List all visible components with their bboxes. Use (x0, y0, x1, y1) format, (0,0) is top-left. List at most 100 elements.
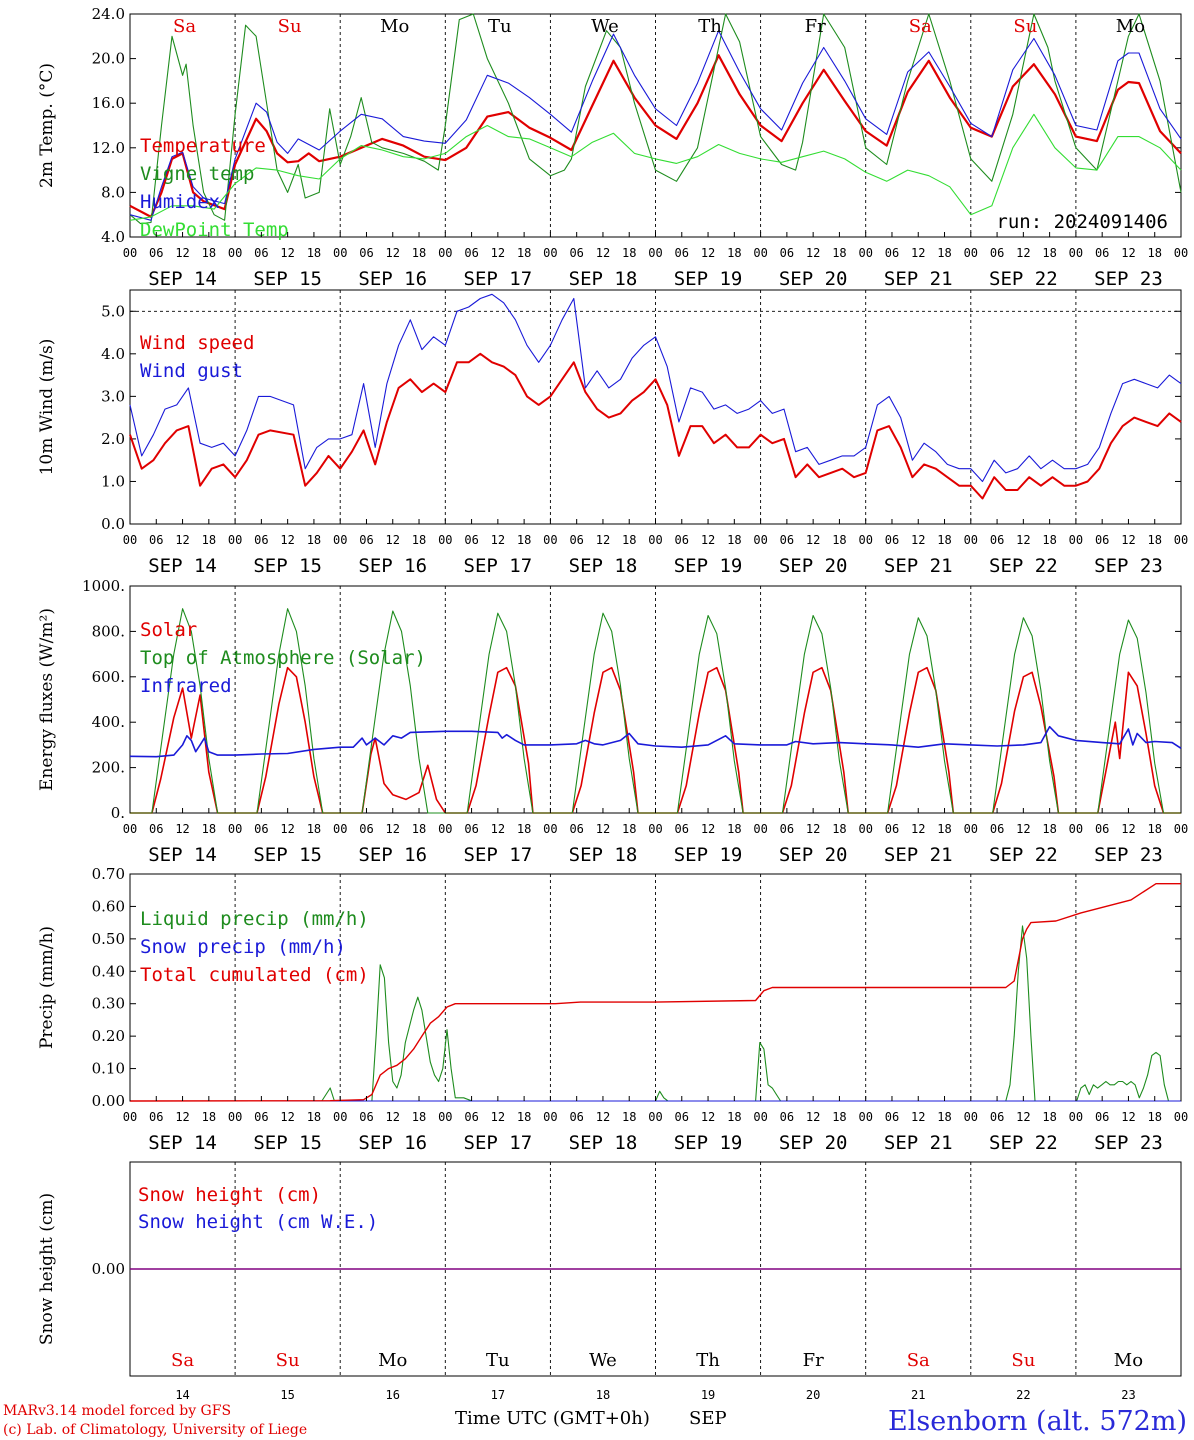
x-tick-label: 12 (806, 822, 820, 836)
bottom-day-number: 15 (280, 1388, 294, 1402)
x-tick-label: 12 (806, 533, 820, 547)
x-day-label: SEP 21 (884, 1132, 953, 1154)
legend-entry: Infrared (140, 675, 232, 697)
x-tick-label: 00 (858, 822, 872, 836)
x-tick-label: 00 (123, 533, 137, 547)
x-tick-label: 00 (123, 246, 137, 260)
y-tick-label: 5.0 (101, 302, 125, 320)
x-tick-label: 18 (202, 822, 216, 836)
x-tick-label: 06 (885, 822, 899, 836)
x-day-label: SEP 18 (569, 1132, 638, 1154)
x-tick-label: 00 (1174, 1110, 1188, 1124)
x-tick-label: 12 (1121, 246, 1135, 260)
x-day-label: SEP 15 (253, 268, 322, 290)
x-tick-label: 00 (438, 246, 452, 260)
x-tick-label: 18 (412, 822, 426, 836)
x-tick-label: 18 (832, 533, 846, 547)
weekday-label: Sa (173, 16, 196, 37)
x-tick-label: 18 (1042, 246, 1056, 260)
x-day-label: SEP 18 (569, 555, 638, 577)
x-tick-label: 12 (175, 822, 189, 836)
snow-height-panel: 0.00 Snow height (cm) Snow height (cm) Snow… (37, 1161, 1182, 1377)
series-line (129, 54, 1182, 218)
weekday-label: Su (276, 1350, 300, 1371)
weekday-label: Tu (488, 16, 512, 37)
model-credit: MARv3.14 model forced by GFS (3, 1403, 231, 1419)
x-tick-label: 06 (464, 533, 478, 547)
y-tick-label: 8.0 (101, 183, 125, 201)
x-tick-label: 12 (701, 533, 715, 547)
x-tick-label: 06 (254, 246, 268, 260)
y-tick-label: 0. (111, 804, 125, 822)
x-tick-label: 18 (1147, 246, 1161, 260)
x-tick-label: 06 (464, 1110, 478, 1124)
bottom-day-number: 16 (386, 1388, 400, 1402)
x-tick-label: 12 (175, 1110, 189, 1124)
x-day-label: SEP 21 (884, 268, 953, 290)
legend-entry: Vigne temp (140, 163, 254, 185)
x-tick-label: 12 (386, 246, 400, 260)
x-tick-label: 00 (964, 1110, 978, 1124)
x-tick-label: 12 (596, 822, 610, 836)
x-day-label: SEP 20 (779, 555, 848, 577)
x-tick-label: 06 (990, 1110, 1004, 1124)
x-tick-label: 18 (727, 1110, 741, 1124)
x-tick-label: 18 (937, 822, 951, 836)
bottom-day-number: 14 (175, 1388, 189, 1402)
x-tick-label: 18 (622, 1110, 636, 1124)
series-line (129, 13, 1182, 225)
x-day-label: SEP 19 (674, 555, 743, 577)
x-tick-label: 00 (333, 246, 347, 260)
series-line (129, 883, 1181, 1102)
weekday-label: Tu (486, 1350, 510, 1371)
x-tick-label: 18 (1042, 533, 1056, 547)
y-tick-label: 600. (92, 668, 125, 686)
x-day-label: SEP 19 (674, 844, 743, 866)
weekday-label: Sa (171, 1350, 194, 1371)
y-tick-label: 1000. (82, 577, 125, 595)
footer: MARv3.14 model forced by GFS (c) Lab. of… (3, 1388, 1187, 1438)
x-tick-label: 18 (307, 1110, 321, 1124)
x-tick-label: 06 (254, 822, 268, 836)
x-tick-label: 00 (648, 533, 662, 547)
x-tick-label: 06 (359, 246, 373, 260)
x-tick-label: 00 (858, 533, 872, 547)
bottom-day-number: 17 (491, 1388, 505, 1402)
x-tick-label: 00 (543, 533, 557, 547)
weekday-label: We (589, 1350, 617, 1371)
x-tick-label: 12 (911, 1110, 925, 1124)
x-tick-label: 00 (753, 246, 767, 260)
weekday-label: We (591, 16, 619, 37)
x-tick-label: 00 (333, 533, 347, 547)
x-tick-label: 12 (386, 1110, 400, 1124)
x-tick-label: 06 (569, 822, 583, 836)
x-axis-month: SEP (689, 1408, 727, 1429)
weekday-label: Su (278, 16, 302, 37)
y-tick-label: 0.40 (92, 962, 125, 980)
x-day-label: SEP 17 (464, 1132, 533, 1154)
legend-entry: Temperature (140, 135, 266, 157)
x-tick-label: 06 (1095, 822, 1109, 836)
x-tick-label: 00 (123, 822, 137, 836)
legend-entry: Top of Atmosphere (Solar) (140, 647, 426, 669)
x-tick-label: 00 (648, 246, 662, 260)
x-day-label: SEP 16 (358, 268, 427, 290)
bottom-day-number: 20 (806, 1388, 820, 1402)
x-tick-label: 00 (1174, 533, 1188, 547)
x-tick-label: 18 (412, 1110, 426, 1124)
x-day-label: SEP 14 (148, 1132, 217, 1154)
series-line (129, 352, 1182, 500)
x-tick-label: 12 (1016, 533, 1030, 547)
temperature-panel: 4.0 8.0 12.0 16.0 20.0 24.0 2m Temp. (°C) Tempe… (37, 5, 1188, 290)
x-tick-label: 00 (964, 822, 978, 836)
x-tick-label: 18 (727, 246, 741, 260)
x-tick-label: 18 (307, 246, 321, 260)
bottom-day-number: 23 (1121, 1388, 1135, 1402)
y-tick-label: 0.0 (101, 515, 125, 533)
x-day-label: SEP 16 (358, 844, 427, 866)
x-tick-label: 12 (596, 533, 610, 547)
legend-entry: Snow height (cm) (138, 1184, 321, 1206)
x-tick-label: 18 (517, 533, 531, 547)
x-day-label: SEP 14 (148, 555, 217, 577)
